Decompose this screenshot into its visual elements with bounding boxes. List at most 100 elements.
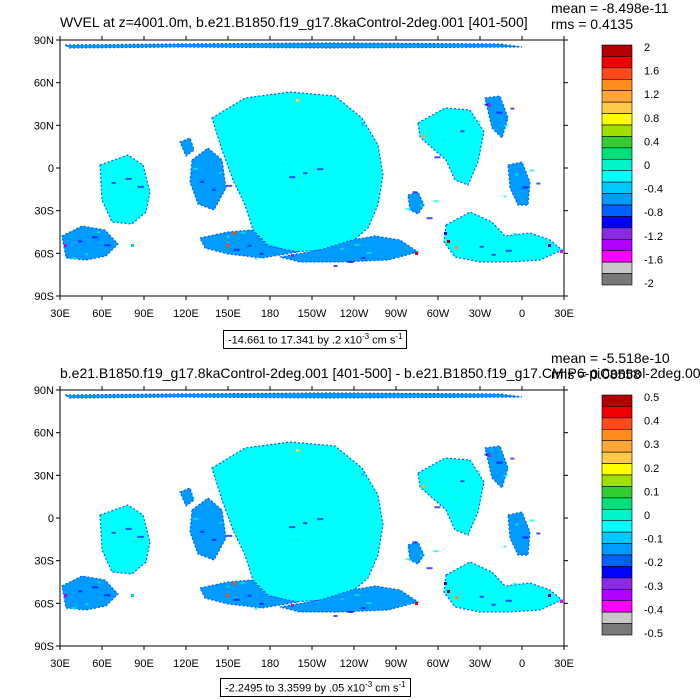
field-texture-mark: [467, 143, 471, 146]
ocean-basin-region: [484, 445, 509, 490]
map-svg: 30E 60E 90E 120E 150E 180 150W 120W 90W 60W 30W 0 30…: [34, 35, 663, 320]
extreme-value-speck: [296, 99, 299, 102]
field-texture-mark: [503, 124, 509, 127]
ocean-basin-region: [179, 137, 195, 157]
ocean-basin-region: [279, 585, 420, 613]
field-texture-mark: [333, 265, 338, 267]
field-texture-mark: [498, 236, 502, 239]
field-texture-mark: [78, 240, 83, 243]
field-texture-mark: [536, 182, 541, 185]
contour-range-label: -2.2495 to 3.3599 by .05 x10-3 cm s-1: [220, 678, 411, 697]
field-texture-mark: [219, 171, 223, 174]
field-texture-mark: [71, 257, 77, 260]
x-tick-label: 180: [261, 658, 279, 670]
ocean-basin-region: [484, 95, 509, 140]
ocean-basin-region: [61, 575, 119, 611]
field-texture-mark: [512, 232, 518, 235]
colorbar-swatch: [601, 227, 633, 240]
field-texture-mark: [412, 191, 417, 194]
field-texture-mark: [484, 103, 491, 106]
colorbar-label: -0.5: [644, 628, 663, 640]
field-texture-mark: [460, 480, 465, 483]
colorbar-swatch: [601, 170, 633, 183]
field-texture-mark: [467, 493, 471, 496]
field-texture-mark: [441, 489, 447, 492]
field-texture-mark: [85, 253, 89, 256]
colorbar-swatch: [601, 78, 633, 92]
colorbar-label: 0: [644, 510, 650, 522]
extreme-value-speck: [488, 454, 491, 457]
field-texture-mark: [434, 156, 441, 159]
field-texture-mark: [111, 531, 116, 534]
colorbar-label: 1.2: [644, 89, 659, 101]
x-tick-label: 60E: [92, 658, 112, 670]
colorbar: 0.5 0.4 0.3 0.2 0.1 0 -0.1 -0.2 -0.3 -0.4 -0.5: [601, 392, 663, 640]
y-tick-label: 60S: [34, 598, 54, 610]
extreme-value-speck: [361, 123, 364, 126]
ocean-basin-region: [407, 541, 425, 565]
extreme-value-speck: [422, 135, 425, 138]
field-texture-mark: [132, 540, 138, 543]
field-texture-mark: [433, 550, 439, 553]
y-tick-label: 0: [48, 513, 54, 525]
field-texture-mark: [144, 548, 150, 551]
x-tick-label: 150W: [298, 658, 327, 670]
ocean-basin-region: [61, 225, 119, 261]
field-texture-mark: [505, 599, 512, 602]
field-texture-mark: [405, 208, 411, 211]
field-texture-mark: [366, 252, 372, 254]
colorbar-swatch: [601, 428, 633, 442]
colorbar-label: 0.5: [644, 392, 659, 404]
colorbar-swatch: [601, 554, 633, 567]
colorbar-label: 0.2: [644, 463, 659, 475]
field-texture-mark: [426, 567, 433, 570]
colorbar-swatch: [601, 543, 633, 556]
extreme-value-speck: [226, 244, 229, 247]
extreme-value-speck: [444, 582, 447, 585]
y-tick-label: 90N: [34, 385, 54, 397]
colorbar-swatch: [601, 566, 633, 579]
x-tick-label: 90E: [134, 308, 154, 320]
field-texture-mark: [240, 581, 246, 584]
field-texture-mark: [118, 194, 122, 197]
field-texture-mark: [104, 594, 111, 597]
colorbar-swatch: [601, 216, 633, 229]
field-texture-mark: [200, 530, 205, 533]
extreme-value-speck: [131, 594, 134, 597]
extreme-value-speck: [233, 582, 236, 585]
field-texture-mark: [498, 586, 502, 589]
field-texture-mark: [310, 185, 314, 188]
field-texture-mark: [510, 107, 515, 110]
colorbar-swatch: [601, 451, 633, 464]
colorbar: 2 1.6 1.2 0.8 0.4 0 -0.4 -0.8 -1.2 -1.6 -2: [601, 42, 663, 290]
field-texture-mark: [491, 253, 496, 256]
colorbar-label: 0.4: [644, 416, 659, 428]
field-texture-mark: [296, 189, 302, 192]
field-texture-mark: [97, 581, 101, 584]
colorbar-swatch: [601, 611, 633, 624]
field-texture-mark: [226, 184, 233, 187]
field-texture-mark: [434, 506, 441, 509]
field-texture-mark: [200, 180, 205, 183]
ocean-basin-region: [99, 504, 151, 575]
field-texture-mark: [529, 519, 535, 522]
field-texture-mark: [259, 602, 264, 605]
field-texture-mark: [491, 603, 496, 606]
colorbar-swatch: [601, 474, 633, 487]
field-texture-mark: [361, 257, 366, 259]
ocean-basin-region: [189, 497, 227, 561]
ocean-basin-region: [507, 511, 531, 556]
colorbar-swatch: [601, 204, 633, 217]
field-texture-mark: [104, 244, 111, 247]
field-texture-mark: [296, 539, 302, 542]
colorbar-swatch: [601, 520, 633, 533]
rms-stat: rms = 0.4135: [551, 16, 634, 32]
field-texture-mark: [92, 236, 99, 239]
map-svg: 30E 60E 90E 120E 150E 180 150W 120W 90W 60W 30W 0 30…: [34, 385, 663, 670]
ocean-basin-region: [189, 147, 227, 211]
field-texture-mark: [536, 532, 541, 535]
field-texture-mark: [479, 595, 484, 598]
field-texture-mark: [137, 535, 144, 538]
y-tick-label: 90N: [34, 35, 54, 47]
colorbar-label: -0.3: [644, 581, 663, 593]
